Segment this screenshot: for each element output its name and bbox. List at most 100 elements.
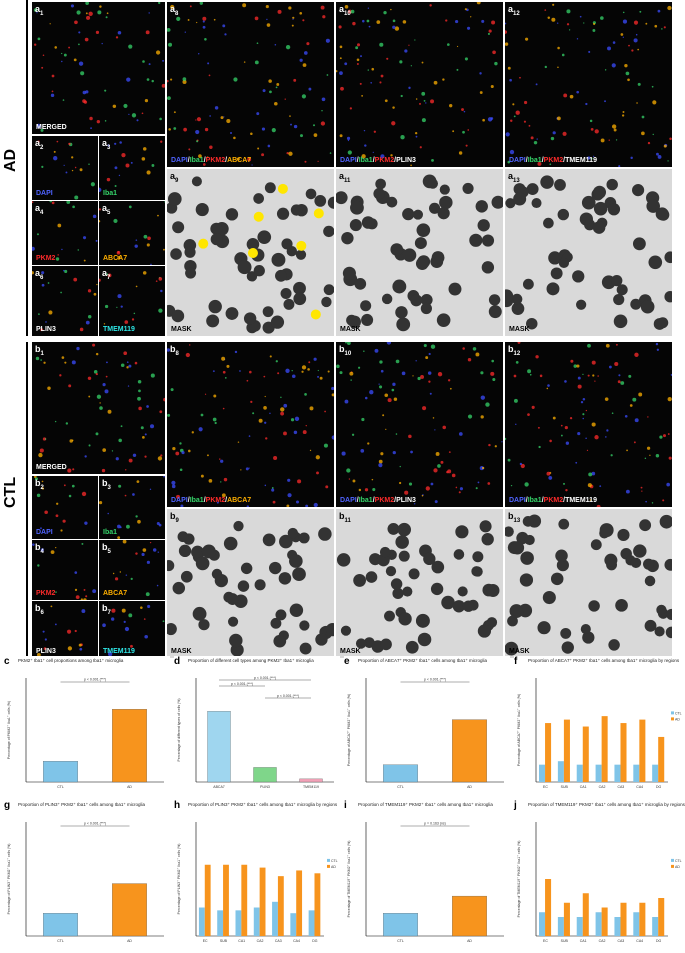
- x-tick-label: CA3: [617, 785, 624, 789]
- x-tick-label: DG: [312, 939, 318, 943]
- x-tick-label: AD: [467, 939, 472, 943]
- x-tick-label: CTL: [397, 785, 404, 789]
- legend-label: AD: [675, 865, 680, 869]
- x-tick-label: EC: [543, 939, 548, 943]
- x-tick-label: ABCA7: [213, 785, 225, 789]
- bar: [639, 902, 646, 936]
- ad-bracket: [26, 0, 28, 336]
- bar: [563, 902, 570, 936]
- p-value: p < 0.001 (***): [84, 678, 106, 682]
- bar: [452, 895, 487, 937]
- panel-a7-tmem119: a7 TMEM119: [99, 266, 165, 336]
- x-tick-label: CA1: [580, 785, 587, 789]
- x-tick-label: EC: [543, 785, 548, 789]
- panel-a2-dapi: a2 DAPI: [32, 136, 98, 200]
- legend-label: AD: [675, 717, 680, 721]
- bar: [296, 870, 303, 936]
- bar: [595, 912, 602, 936]
- p-value: p = 0.163 (ns): [424, 822, 446, 826]
- panel-b7-tmem119: b7 TMEM119: [99, 601, 165, 658]
- bar: [299, 778, 323, 783]
- panel-b11-mask: b11 MASK: [336, 509, 503, 658]
- panel-a8-composite: a8 DAPI/Iba1/PKM2/ABCA7: [167, 2, 334, 167]
- y-axis-label: Percentage of TMEM119⁺ PKM2⁺ Iba1⁺ cells…: [517, 841, 521, 918]
- bar: [383, 764, 418, 783]
- x-tick-label: CA4: [293, 939, 300, 943]
- p-value: p < 0.001 (***): [231, 682, 253, 686]
- bar: [308, 910, 315, 936]
- bar: [595, 764, 602, 782]
- panel-a9-mask: a9 MASK: [167, 169, 334, 336]
- y-axis-label: Percentage of different types of cells (…: [177, 699, 181, 762]
- bar: [545, 723, 552, 782]
- bar: [43, 761, 78, 783]
- bar: [223, 864, 229, 936]
- x-tick-label: PLIN3: [260, 785, 270, 789]
- bar: [601, 907, 608, 936]
- y-axis-label: Percentage of TMEM119⁺ PKM2⁺ Iba1⁺ cells…: [347, 841, 351, 918]
- panel-a1-merged: a1 MERGED: [32, 2, 165, 134]
- legend-label: AD: [331, 865, 336, 869]
- panel-b9-mask: b9 MASK: [167, 509, 334, 658]
- ctl-label: CTL: [2, 476, 19, 508]
- bar: [557, 761, 564, 782]
- ctl-group-label: CTL: [0, 342, 28, 658]
- bar: [43, 913, 78, 937]
- bar: [383, 913, 418, 937]
- y-axis-label: Percentage of ABCA7⁺ PKM2⁺ Iba1⁺ cells (…: [347, 694, 351, 766]
- chart-i: i Proportion of TMEM119⁺ PKM2⁺ Iba1⁺ cel…: [344, 800, 510, 950]
- bar: [290, 913, 297, 936]
- bar: [633, 912, 640, 936]
- x-tick-label: CA2: [257, 939, 264, 943]
- bar: [658, 898, 665, 936]
- x-tick-label: CA1: [238, 939, 245, 943]
- panel-b10-composite: b10 DAPI/Iba1/PKM2/PLIN3: [336, 342, 503, 507]
- x-tick-label: CTL: [57, 785, 64, 789]
- bar: [235, 910, 242, 936]
- legend-label: CTL: [675, 859, 682, 863]
- x-tick-label: AD: [127, 785, 132, 789]
- x-tick-label: SUB: [220, 939, 228, 943]
- panel-b6-plin3: b6 PLIN3: [32, 601, 98, 658]
- bar: [652, 917, 659, 936]
- panel-b2-dapi: b2 DAPI: [32, 476, 98, 539]
- bar: [452, 719, 487, 783]
- y-axis-label: Percentage of PKM2⁺ Iba1⁺ cells (%): [7, 701, 11, 759]
- x-tick-label: CA3: [275, 939, 282, 943]
- bar: [576, 764, 583, 782]
- bar: [259, 867, 266, 936]
- panel-b4-pkm2: b4 PKM2: [32, 540, 98, 600]
- bar: [198, 907, 205, 936]
- x-tick-label: CA4: [636, 785, 643, 789]
- ctl-bracket: [26, 342, 28, 658]
- bar: [539, 912, 546, 936]
- x-tick-label: EC: [203, 939, 208, 943]
- x-tick-label: CA1: [580, 939, 587, 943]
- bar: [253, 907, 260, 936]
- chart-j: j Proportion of TMEM119⁺ PKM2⁺ Iba1⁺ cel…: [514, 800, 685, 950]
- bar: [277, 876, 284, 936]
- panel-a4-pkm2: a4 PKM2: [32, 201, 98, 265]
- legend-label: CTL: [675, 711, 682, 715]
- bar: [576, 917, 583, 936]
- bar: [545, 879, 552, 936]
- x-tick-label: AD: [127, 939, 132, 943]
- bar: [253, 767, 277, 783]
- bar: [639, 719, 646, 782]
- chart-h: h Proportion of PLIN3⁺ PKM2⁺ Iba1⁺ cells…: [174, 800, 340, 950]
- y-axis-label: Percentage of ABCA7⁺ PKM2⁺ Iba1⁺ cells (…: [517, 694, 521, 766]
- chart-c: c PKM2⁺ Iba1⁺ cell proportions among Iba…: [4, 656, 170, 796]
- bar: [652, 764, 659, 782]
- p-value: p < 0.001 (***): [277, 694, 299, 698]
- x-tick-label: DG: [656, 785, 662, 789]
- bar: [620, 723, 627, 782]
- ad-label: AD: [2, 148, 19, 172]
- panel-b1-merged: b1 MERGED: [32, 342, 165, 474]
- panel-a6-plin3: a6 PLIN3: [32, 266, 98, 336]
- bar: [314, 873, 321, 936]
- panel-a11-mask: a11 MASK: [336, 169, 503, 336]
- bar: [539, 764, 546, 782]
- panel-a5-abca7: a5 ABCA7: [99, 201, 165, 265]
- x-tick-label: AD: [467, 785, 472, 789]
- bar: [204, 864, 211, 936]
